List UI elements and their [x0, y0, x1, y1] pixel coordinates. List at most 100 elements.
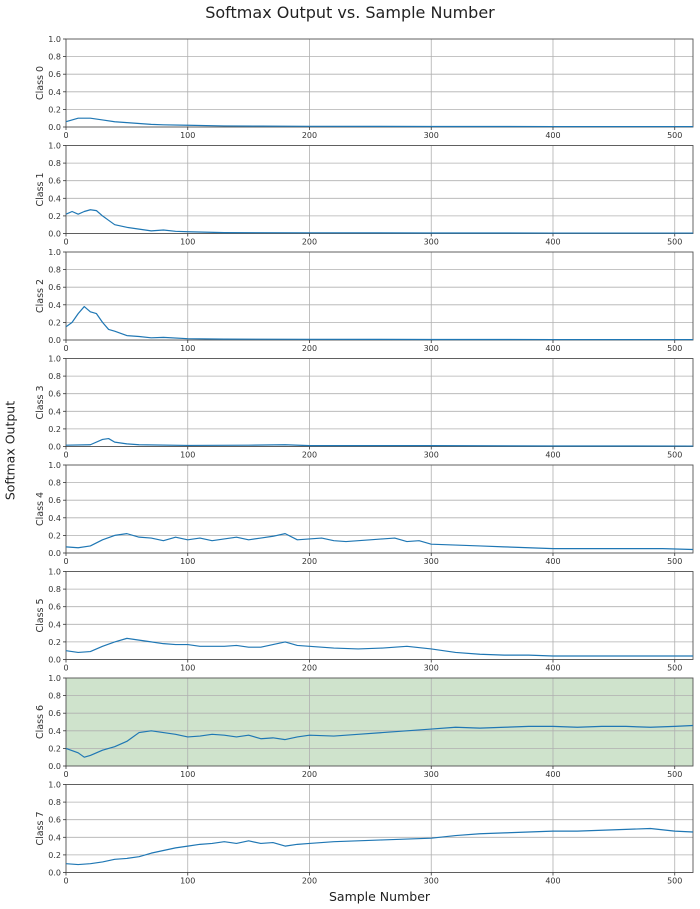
- y-tick-label: 0.0: [48, 549, 61, 558]
- y-tick-label: 0.2: [48, 105, 61, 114]
- x-tick-label: 0: [63, 557, 68, 566]
- x-tick-label: 0: [63, 451, 68, 460]
- y-tick-label: 1.0: [48, 674, 61, 683]
- y-tick-label: 0.0: [48, 762, 61, 771]
- y-tick-label: 0.4: [48, 88, 61, 97]
- x-tick-label: 200: [302, 131, 317, 140]
- y-tick-label: 0.0: [48, 656, 61, 665]
- y-axis-label: Softmax Output: [2, 400, 18, 501]
- x-tick-label: 300: [424, 770, 439, 779]
- panel-class-3: 0.0 0.2 0.4 0.6 0.8 1.0 0 100 200 300 400 500 Class …: [35, 355, 694, 460]
- x-tick-label: 100: [180, 664, 195, 673]
- panel-label: Class 0: [35, 66, 46, 100]
- x-tick-label: 0: [63, 131, 68, 140]
- y-tick-label: 0.4: [48, 620, 61, 629]
- y-tick-label: 0.8: [48, 53, 61, 62]
- y-tick-label: 0.6: [48, 603, 61, 612]
- x-tick-label: 500: [667, 344, 682, 353]
- y-tick-label: 0.8: [48, 479, 61, 488]
- y-tick-label: 0.0: [48, 336, 61, 345]
- x-tick-label: 0: [63, 664, 68, 673]
- y-tick-label: 0.6: [48, 283, 61, 292]
- panel-label: Class 5: [35, 598, 46, 632]
- y-tick-label: 0.2: [48, 531, 61, 540]
- x-tick-label: 200: [302, 557, 317, 566]
- y-tick-label: 0.8: [48, 585, 61, 594]
- y-tick-label: 0.2: [48, 744, 61, 753]
- panel-class-1: 0.0 0.2 0.4 0.6 0.8 1.0 0 100 200 300 400 500 Class …: [35, 142, 694, 247]
- panel-background: [66, 571, 693, 660]
- y-tick-label: 0.0: [48, 443, 61, 452]
- x-tick-label: 100: [180, 131, 195, 140]
- y-tick-label: 1.0: [48, 461, 61, 470]
- y-tick-label: 0.8: [48, 692, 61, 701]
- series-line: [65, 117, 693, 128]
- x-tick-label: 0: [63, 238, 68, 247]
- panel-frame: [65, 677, 694, 767]
- y-tick-label: 1.0: [48, 355, 61, 364]
- x-tick-label: 500: [667, 238, 682, 247]
- y-tick-label: 0.6: [48, 496, 61, 505]
- panel-label: Class 1: [35, 172, 46, 206]
- y-tick-label: 0.4: [48, 833, 61, 842]
- panel-class-0: 0.0 0.2 0.4 0.6 0.8 1.0 0 100 200 300 400 500 Class …: [35, 35, 694, 140]
- x-tick-label: 400: [545, 451, 560, 460]
- chart-title: Softmax Output vs. Sample Number: [205, 3, 495, 22]
- y-tick-label: 0.6: [48, 70, 61, 79]
- x-tick-label: 500: [667, 131, 682, 140]
- x-tick-label: 100: [180, 238, 195, 247]
- x-tick-label: 200: [302, 664, 317, 673]
- y-tick-label: 1.0: [48, 35, 61, 44]
- x-tick-label: 300: [424, 877, 439, 886]
- panel-frame: [65, 358, 694, 447]
- x-tick-label: 300: [424, 557, 439, 566]
- x-tick-label: 100: [180, 557, 195, 566]
- y-tick-label: 0.8: [48, 266, 61, 275]
- x-tick-label: 500: [667, 664, 682, 673]
- panel-class-5: 0.0 0.2 0.4 0.6 0.8 1.0 0 100 200 300 400 500 Class …: [35, 568, 694, 673]
- panel-background: [66, 145, 693, 234]
- y-tick-label: 0.2: [48, 425, 61, 434]
- x-tick-label: 400: [545, 770, 560, 779]
- y-tick-label: 0.6: [48, 177, 61, 186]
- y-tick-label: 0.4: [48, 194, 61, 203]
- x-tick-label: 200: [302, 770, 317, 779]
- x-axis-label: Sample Number: [328, 889, 431, 904]
- y-tick-label: 0.4: [48, 407, 61, 416]
- x-tick-label: 500: [667, 770, 682, 779]
- y-tick-label: 0.4: [48, 727, 61, 736]
- x-tick-label: 500: [667, 877, 682, 886]
- x-tick-label: 0: [63, 770, 68, 779]
- panel-class-6: 0.0 0.2 0.4 0.6 0.8 1.0 0 100 200 300 400 500 Class …: [35, 674, 694, 779]
- panel-background: [66, 252, 693, 340]
- series-line: [65, 637, 693, 657]
- y-tick-label: 0.8: [48, 159, 61, 168]
- x-tick-label: 400: [545, 344, 560, 353]
- x-tick-label: 400: [545, 877, 560, 886]
- panel-background: [66, 39, 693, 127]
- panel-frame: [65, 251, 694, 341]
- y-tick-label: 0.4: [48, 301, 61, 310]
- x-tick-label: 300: [424, 131, 439, 140]
- x-tick-label: 0: [63, 877, 68, 886]
- x-tick-label: 100: [180, 451, 195, 460]
- x-tick-label: 200: [302, 344, 317, 353]
- x-tick-label: 300: [424, 344, 439, 353]
- x-tick-label: 400: [545, 238, 560, 247]
- y-tick-label: 0.2: [48, 851, 61, 860]
- y-tick-label: 0.4: [48, 514, 61, 523]
- x-tick-label: 200: [302, 238, 317, 247]
- panel-label: Class 6: [35, 705, 46, 739]
- x-tick-label: 500: [667, 557, 682, 566]
- y-tick-label: 1.0: [48, 568, 61, 577]
- series-line: [65, 827, 694, 866]
- y-tick-label: 0.0: [48, 230, 61, 239]
- x-tick-label: 100: [180, 877, 195, 886]
- panel-label: Class 2: [35, 279, 46, 313]
- panel-label: Class 3: [35, 385, 46, 419]
- x-tick-label: 500: [667, 451, 682, 460]
- panel-frame: [65, 38, 694, 128]
- panel-label: Class 7: [35, 811, 46, 845]
- series-line: [65, 305, 693, 341]
